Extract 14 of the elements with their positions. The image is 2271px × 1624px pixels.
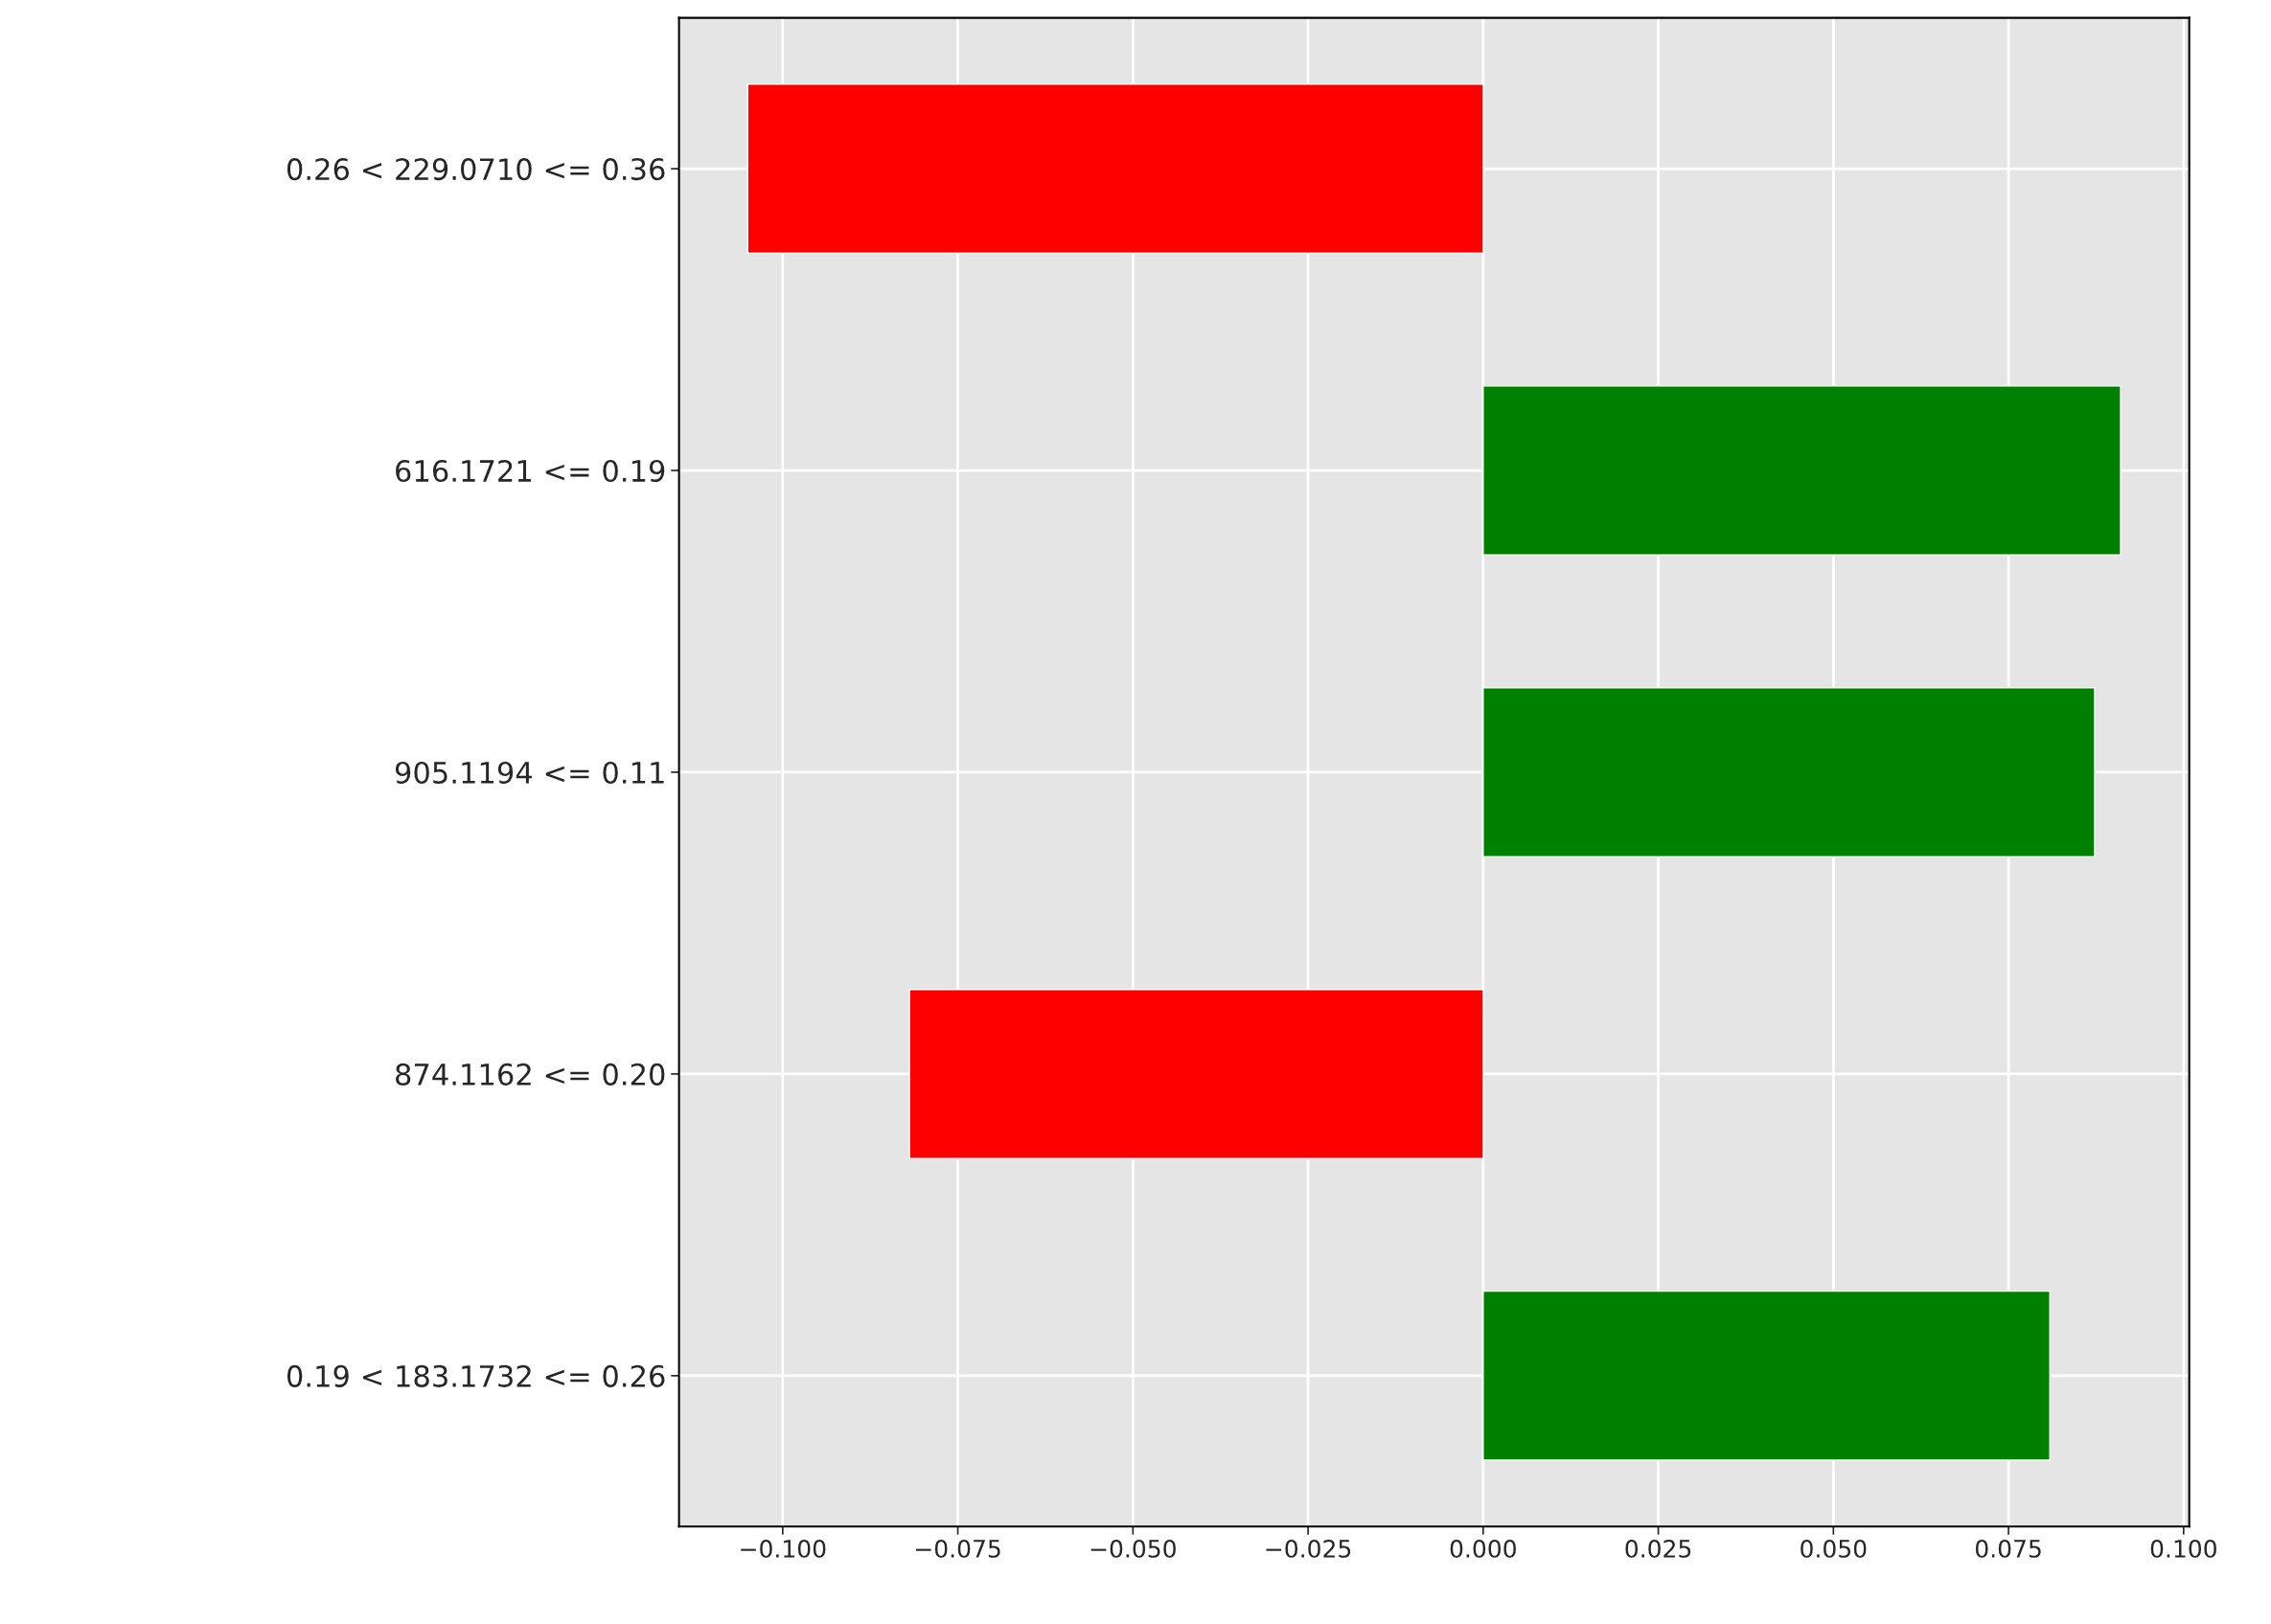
y-tick-label: 616.1721 <= 0.19 xyxy=(396,459,665,483)
x-tick-label: 0.050 xyxy=(1801,1539,1867,1558)
x-tick-label: −0.075 xyxy=(915,1539,1000,1558)
x-tick-label: 0.025 xyxy=(1625,1539,1691,1558)
x-tick-label: 0.100 xyxy=(2150,1539,2216,1558)
y-tick-label: 0.26 < 229.0710 <= 0.36 xyxy=(287,158,665,181)
y-tick-label: 905.1194 <= 0.11 xyxy=(395,761,664,785)
y-tick-label: 0.19 < 183.1732 <= 0.26 xyxy=(287,1364,665,1387)
x-tick-label: −0.100 xyxy=(741,1539,826,1558)
y-tick-label: 874.1162 <= 0.20 xyxy=(396,1063,665,1086)
x-tick-label: −0.025 xyxy=(1266,1539,1351,1558)
x-tick-label: −0.050 xyxy=(1090,1539,1176,1558)
x-tick-label: 0.000 xyxy=(1450,1539,1516,1558)
x-tick-label: 0.075 xyxy=(1975,1539,2041,1558)
